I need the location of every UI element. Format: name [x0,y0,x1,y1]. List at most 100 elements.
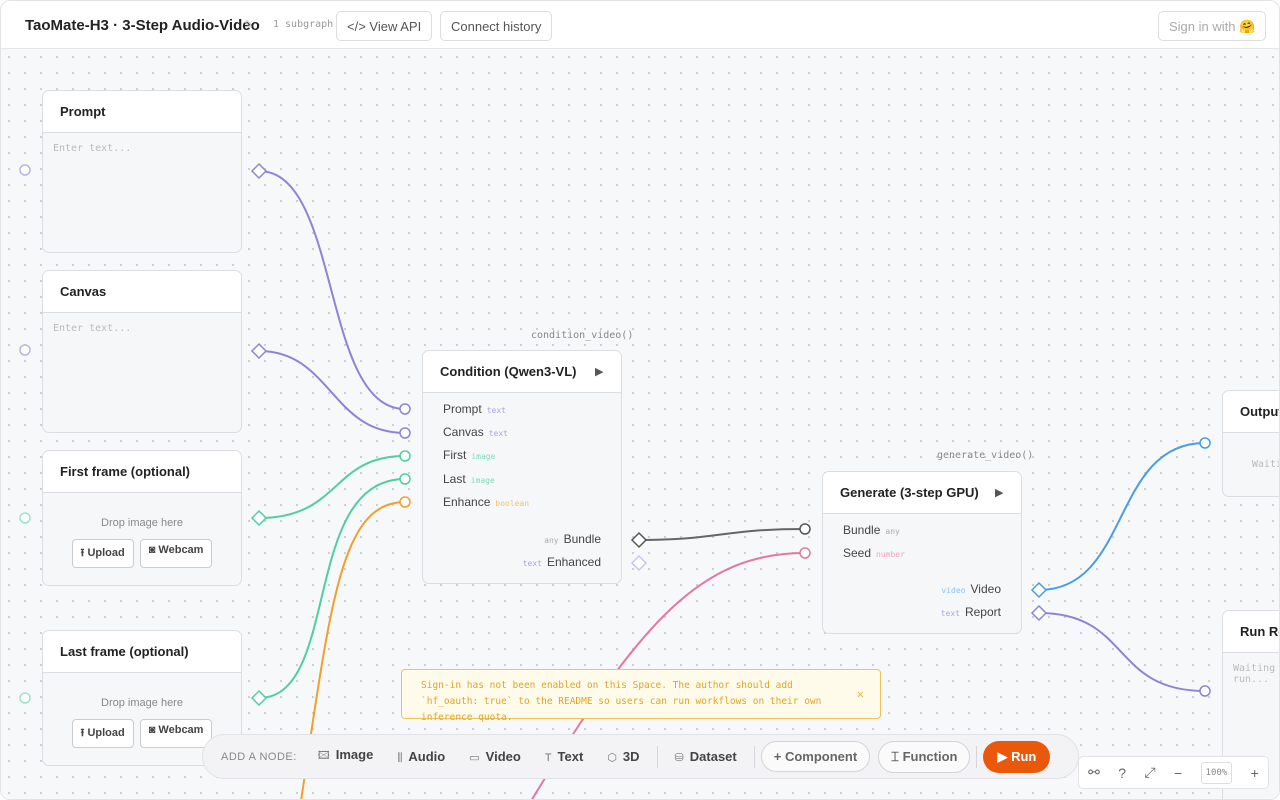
function-name: generate_video() [937,450,1034,461]
buttons: ⭱ Upload ◙ Webcam [43,539,241,568]
connect-history-button[interactable]: Connect history [440,11,553,41]
canvas-node[interactable]: Canvas Enter text... [42,270,242,433]
port[interactable] [1030,604,1048,622]
output-node[interactable]: Output Waiting... [1222,390,1279,497]
input-label: Last [443,471,466,486]
port[interactable] [399,496,411,508]
label: Upload [87,547,125,559]
output-row: any Bundle [539,532,601,546]
edge [258,350,406,434]
add-node-button[interactable]: ▭ Video [458,743,532,770]
close-button[interactable]: ✕ [856,687,864,701]
node-title: Condition (Qwen3-VL) [423,351,621,393]
add-node-button[interactable]: ⛁ Dataset [664,743,748,770]
port[interactable] [399,427,411,439]
generate-node[interactable]: Generate (3-step GPU) ▶ Bundle any Seed num… [822,471,1022,634]
port[interactable] [630,554,648,572]
label: Upload [87,727,125,739]
label: Text [557,749,584,764]
edge [638,528,806,541]
port[interactable] [1199,685,1211,697]
subgraph-count: 1 subgraph [273,19,334,30]
port[interactable] [250,689,268,707]
text-input[interactable]: Enter text... [53,143,132,154]
prompt-node[interactable]: Prompt Enter text... [42,90,242,253]
output-label: Video [970,582,1001,596]
output-type: text [940,609,960,618]
output-type: text [522,559,542,568]
run-button[interactable]: ▶ Run [983,740,1051,773]
port[interactable] [19,692,31,704]
run-node-button[interactable]: ▶ [595,366,604,378]
port[interactable] [19,344,31,356]
add-node-button[interactable]: ⬡ 3D [596,743,650,770]
input-label: Canvas [443,425,484,440]
edit-icon[interactable]: ✎ [244,19,254,31]
webcam-button[interactable]: ◙ Webcam [139,719,213,748]
input-type: text [486,406,506,415]
zoom-in-button[interactable]: + [1250,764,1259,781]
status: Waiting for run... [1233,663,1279,685]
port[interactable] [19,512,31,524]
input-label: Enhance [443,494,491,509]
port[interactable] [250,509,268,527]
input-type: image [471,452,496,462]
input-row: Bundle any [843,523,905,537]
edge [1038,442,1206,591]
output-type: video [941,586,966,595]
port[interactable] [399,450,411,462]
port[interactable] [799,523,811,535]
icon: ⬡ [607,752,617,764]
zoom-out-button[interactable]: − [1173,764,1183,781]
port[interactable] [399,403,411,415]
node-title: First frame (optional) [43,451,241,493]
node-title: Generate (3-step GPU) [823,472,1021,514]
node-title: Run Report [1223,611,1279,653]
edges [19,162,1211,799]
add-node-button[interactable]: T Text [534,743,595,770]
add-node-button[interactable]: ⫼ Audio [386,743,456,771]
port[interactable] [1030,581,1048,599]
function-name: condition_video() [531,330,634,341]
add-node-button[interactable]: 🖾 Image [307,741,385,772]
layout-button[interactable]: ⚯ [1088,764,1100,780]
upload-button[interactable]: ⭱ Upload [71,539,134,568]
port[interactable] [250,342,268,360]
component-button[interactable]: + Component [760,741,871,772]
drop-zone[interactable]: Drop image here [101,697,183,709]
port[interactable] [1199,437,1211,449]
fit-button[interactable]: ⤢ [1144,764,1156,780]
input-label: Seed [843,546,872,560]
input-label: Bundle [843,523,881,537]
condition-node[interactable]: Condition (Qwen3-VL) ▶ Prompt text Canvas t… [422,350,622,584]
function-button[interactable]: ⌶ Function [878,740,971,773]
label: Dataset [689,749,737,764]
input-type: boolean [495,498,530,508]
node-title: Last frame (optional) [43,631,241,673]
webcam-button[interactable]: ◙ Webcam [139,539,213,568]
output-row: text Report [936,605,1001,619]
edge [258,478,406,699]
help-button[interactable]: ? [1118,764,1127,781]
port[interactable] [19,164,31,176]
input-row: First image [443,448,500,462]
sign-in-button[interactable]: Sign in with 🤗 [1158,11,1267,41]
output-row: video Video [936,582,1001,596]
icon: ⫼ [397,751,403,764]
header: TaoMate-H3 · 3-Step Audio-Video ✎ 1 subg… [1,1,1279,49]
port[interactable] [399,473,411,485]
port[interactable] [630,531,648,549]
text-input[interactable]: Enter text... [53,323,132,334]
first-frame-node[interactable]: First frame (optional) Drop image here ⭱… [42,450,242,586]
status: Waiting... [1251,459,1279,470]
drop-zone[interactable]: Drop image here [101,517,183,529]
view-api-button[interactable]: </> View API [336,11,433,41]
port[interactable] [799,547,811,559]
run-node-button[interactable]: ▶ [995,487,1004,499]
port[interactable] [250,162,268,180]
upload-button[interactable]: ⭱ Upload [71,719,134,748]
input-label: First [443,448,467,463]
edge [258,170,406,410]
